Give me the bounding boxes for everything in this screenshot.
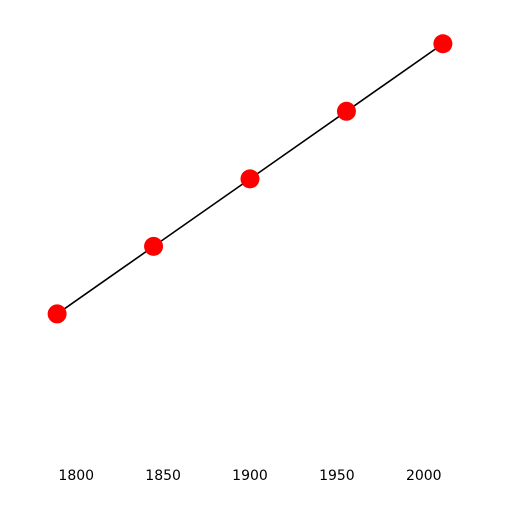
line-segment [56, 245, 155, 315]
x-tick-label: 1900 [232, 468, 268, 484]
data-point [47, 304, 67, 324]
line-segment [153, 178, 251, 248]
x-tick-label: 1850 [145, 468, 181, 484]
data-point [144, 236, 164, 256]
x-tick-label: 1950 [319, 468, 355, 484]
x-tick-label: 2000 [406, 468, 442, 484]
line-segment [345, 43, 444, 112]
data-point [336, 101, 356, 121]
x-axis-ticks: 1800 1850 1900 1950 2000 [58, 468, 441, 484]
data-point [240, 169, 260, 189]
series-lines [56, 43, 444, 315]
line-segment [249, 110, 347, 180]
data-point [433, 34, 453, 54]
x-tick-label: 1800 [58, 468, 94, 484]
data-points [47, 34, 453, 324]
